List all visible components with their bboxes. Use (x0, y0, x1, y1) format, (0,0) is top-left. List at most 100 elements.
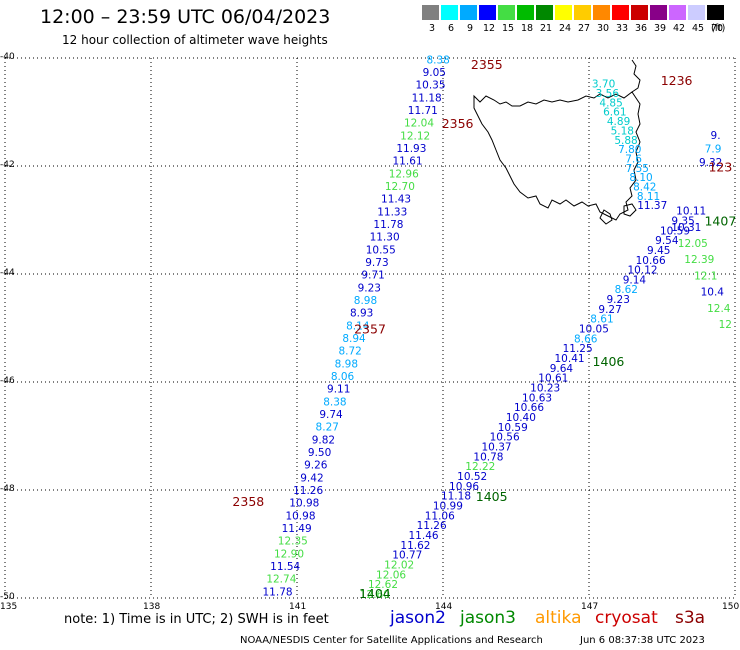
page-subtitle: 12 hour collection of altimeter wave hei… (62, 33, 328, 47)
lat-tick-label: -48 (0, 484, 15, 494)
coastline (473, 59, 641, 225)
wave-height-value: 9.05 (423, 67, 446, 79)
timestamp: Jun 6 08:37:38 UTC 2023 (580, 635, 705, 646)
scale-swatch (707, 5, 724, 20)
wave-height-value: 10.63 (522, 392, 552, 404)
wave-height-value: 11.26 (417, 520, 447, 532)
wave-height-value: 8.94 (342, 333, 366, 345)
scale-swatch (422, 5, 439, 20)
scale-swatch (593, 5, 610, 20)
wave-height-value: 12.12 (400, 130, 430, 142)
bruny-island (599, 209, 613, 225)
lat-tick-label: -46 (0, 376, 15, 386)
wave-height-value: 8.27 (316, 422, 339, 434)
wave-height-value: 11.33 (377, 206, 407, 218)
wave-height-value: 11.18 (441, 491, 471, 503)
pass-time-label: 2356 (442, 116, 474, 131)
wave-height-value: 12.90 (274, 548, 304, 560)
pass-time-label: 1406 (593, 354, 625, 369)
wave-height-value: 10.55 (366, 244, 396, 256)
wave-height-value: 9.50 (308, 447, 331, 459)
wave-height-value: 12.22 (465, 461, 495, 473)
wave-height-value: 9.74 (319, 409, 343, 421)
wave-height-value: 10.99 (433, 501, 463, 513)
wave-height-value: 9.64 (550, 363, 574, 375)
wave-height-value: 11.43 (381, 194, 411, 206)
wave-height-value: 12.1 (694, 270, 717, 282)
pass-time-label: 123 (708, 159, 732, 174)
footer-note: note: 1) Time is in UTC; 2) SWH is in fe… (64, 612, 329, 627)
scale-swatch (574, 5, 591, 20)
scale-swatch (460, 5, 477, 20)
wave-height-value: 12.02 (384, 560, 414, 572)
wave-height-value: 8.66 (574, 333, 598, 345)
wave-height-value: 9.32 (699, 157, 722, 169)
pass-time-label: 2357 (354, 321, 386, 336)
lat-tick-label: -44 (0, 268, 15, 278)
lat-tick-label: -50 (0, 592, 15, 602)
scale-label: 30 (596, 23, 610, 34)
pass-time-label: 1407 (704, 213, 736, 228)
lon-tick-label: 144 (435, 602, 453, 612)
wave-height-value: 9.14 (623, 274, 647, 286)
wave-height-value: 11.46 (409, 530, 439, 542)
scale-swatch (612, 5, 629, 20)
wave-height-value: 10.59 (498, 422, 528, 434)
scale-unit: (ft) (711, 23, 726, 34)
wave-height-value: 10.12 (628, 265, 658, 277)
wave-height-value: 8.98 (335, 358, 358, 370)
wave-height-value: 11.54 (270, 561, 300, 573)
wave-height-value: 12.62 (368, 579, 398, 591)
scale-label: 36 (634, 23, 648, 34)
wave-height-value: 10.77 (392, 550, 422, 562)
altimeter-tracks: 8.389.0510.3511.1811.7112.0412.1211.9311… (263, 54, 732, 601)
scale-swatch (498, 5, 515, 20)
pass-time-label: 1404 (359, 586, 391, 601)
wave-height-value: 12.96 (389, 168, 419, 180)
satellite-jason2: jason2 (390, 608, 446, 628)
wave-height-value: 3.70 (592, 79, 615, 91)
wave-height-value: 11.37 (637, 200, 667, 212)
wave-height-value: 7.9 (705, 144, 722, 156)
wave-height-value: 10.23 (530, 383, 560, 395)
wave-height-value: 9.35 (671, 215, 694, 227)
wave-height-value: 7.80 (618, 144, 641, 156)
scale-label: 3 (428, 23, 436, 34)
wave-height-value: 9.71 (361, 270, 384, 282)
wave-height-value: 11.93 (396, 143, 426, 155)
wave-height-value: 8.61 (590, 314, 613, 326)
pass-time-labels: 2355 2356 2357 2358 1236 1406 1405 1404 1407 123 (232, 57, 736, 601)
scale-swatch (441, 5, 458, 20)
wave-height-value: 10.4 (701, 287, 725, 299)
wave-height-value: 12.60 (360, 589, 390, 601)
wave-height-value: 8.98 (354, 295, 377, 307)
wave-height-value: 11.25 (563, 343, 593, 355)
wave-height-value: 10.61 (538, 373, 568, 385)
scale-swatch (631, 5, 648, 20)
pass-time-label: 2355 (471, 57, 503, 72)
wave-height-value: 8.10 (629, 172, 652, 184)
wave-height-value: 12 (719, 319, 732, 331)
wave-height-value: 11.62 (400, 540, 430, 552)
wave-height-value: 12.06 (376, 569, 406, 581)
scale-label: 70 (710, 23, 724, 34)
wave-height-value: 10.40 (506, 412, 536, 424)
wave-height-value: 10.11 (676, 206, 706, 218)
wave-height-value: 11.06 (425, 510, 455, 522)
satellite-s3a: s3a (675, 608, 706, 628)
wave-height-value: 8.14 (346, 320, 370, 332)
wave-height-value: 8.72 (338, 346, 361, 358)
wave-height-value: 12.74 (266, 574, 296, 586)
scale-swatch (517, 5, 534, 20)
wave-height-value: 9.45 (647, 245, 670, 257)
wave-height-value: 8.93 (350, 308, 373, 320)
wave-height-value: 11.78 (373, 219, 403, 231)
wave-height-value: 10.66 (514, 402, 544, 414)
wave-height-value: 6.61 (603, 107, 626, 119)
lat-tick-label: -40 (0, 52, 15, 62)
wave-height-value: 11.30 (370, 232, 400, 244)
wave-height-value: 12.70 (385, 181, 415, 193)
wave-height-value: 9.54 (655, 235, 679, 247)
wave-height-value: 9.73 (365, 257, 388, 269)
